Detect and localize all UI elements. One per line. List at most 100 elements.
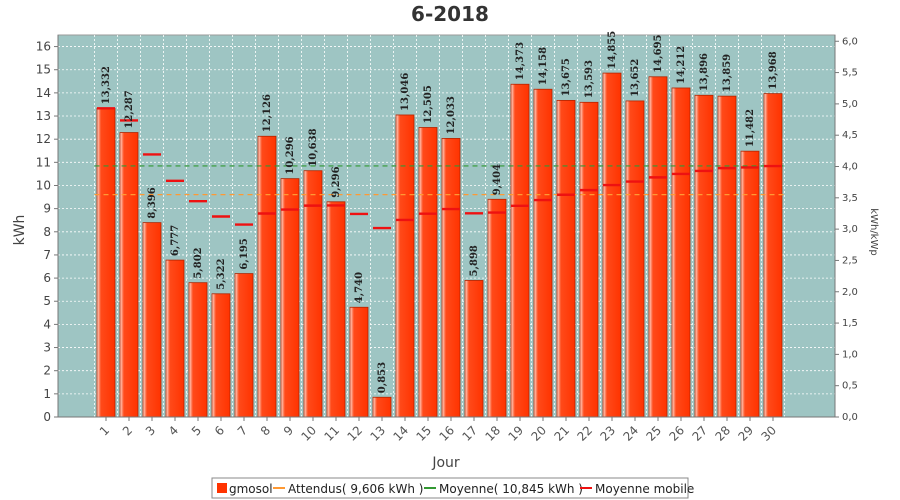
x-tick-label: 9 <box>281 423 296 438</box>
x-tick-label: 7 <box>235 423 250 438</box>
bar <box>395 114 415 418</box>
bar <box>763 93 783 418</box>
bar <box>556 100 576 418</box>
bar <box>441 138 461 418</box>
bar <box>303 170 323 418</box>
bar <box>234 273 254 418</box>
data-label: 8,396 <box>147 187 158 218</box>
data-label: 14,158 <box>538 47 549 85</box>
data-label: 12,287 <box>124 90 135 128</box>
data-label: 12,505 <box>423 85 434 123</box>
x-tick-label: 21 <box>551 423 572 444</box>
x-tick-label: 4 <box>166 423 181 438</box>
data-label: 11,482 <box>745 109 756 147</box>
x-tick-label: 23 <box>597 423 618 444</box>
bar <box>487 198 507 418</box>
data-label: 10,638 <box>308 128 319 166</box>
y-axis-title: kWh <box>12 215 28 246</box>
x-axis-title: Jour <box>431 455 460 471</box>
legend: gmosol Attendus( 9,606 kWh ) Moyenne( 10… <box>211 477 694 499</box>
x-tick-label: 14 <box>390 423 411 444</box>
data-labels: 13,332 12,287 8,396 6,777 5,802 5,322 6,195 12,… <box>101 31 779 393</box>
x-tick-label: 16 <box>436 423 457 444</box>
legend-label-moyenne-mobile: Moyenne mobile <box>595 482 694 496</box>
bar <box>694 94 714 418</box>
bar <box>349 306 369 418</box>
y2-tick-label: 6,0 <box>842 36 858 47</box>
data-label: 13,652 <box>630 59 641 97</box>
data-label: 12,126 <box>262 94 273 132</box>
data-label: 13,859 <box>722 54 733 92</box>
data-label: 14,695 <box>653 34 664 72</box>
reference-lines <box>94 107 785 230</box>
y2-tick-label: 3,0 <box>842 224 858 235</box>
x-tick-label: 18 <box>482 423 503 444</box>
data-label: 13,332 <box>101 66 112 104</box>
bar <box>188 282 208 418</box>
x-tick-label: 5 <box>189 423 204 438</box>
x-tick-label: 17 <box>459 423 480 444</box>
bar <box>96 107 116 418</box>
y2-tick-label: 1,0 <box>842 349 858 360</box>
legend-box <box>211 477 689 499</box>
data-label: 13,675 <box>561 58 572 96</box>
legend-label-gmosol: gmosol <box>229 482 273 496</box>
x-tick-label: 6 <box>212 423 227 438</box>
bar <box>533 88 553 418</box>
y2-tick-label: 5,5 <box>842 68 858 79</box>
x-tick-label: 29 <box>735 423 756 444</box>
bar <box>464 280 484 418</box>
y2-tick-label: 4,5 <box>842 130 858 141</box>
y-tick-label: 0 <box>43 410 51 424</box>
y-tick-label: 12 <box>36 132 51 146</box>
data-label: 14,373 <box>515 42 526 80</box>
y2-tick-label: 2,0 <box>842 287 858 298</box>
bar <box>372 396 392 418</box>
x-tick-label: 22 <box>574 423 595 444</box>
data-label: 5,898 <box>469 245 480 276</box>
y2-tick-label: 1,5 <box>842 318 858 329</box>
x-tick-label: 28 <box>712 423 733 444</box>
y2-tick-label: 0,0 <box>842 412 858 423</box>
bar <box>418 127 438 418</box>
data-label: 4,740 <box>354 272 365 303</box>
bar <box>579 101 599 418</box>
bar <box>280 178 300 418</box>
y-tick-label: 10 <box>36 178 51 192</box>
y-tick-label: 1 <box>43 387 51 401</box>
data-label: 13,896 <box>699 53 710 91</box>
bars <box>96 72 783 418</box>
bar <box>510 83 530 418</box>
x-tick-label: 20 <box>528 423 549 444</box>
data-label: 14,212 <box>676 46 687 84</box>
bar <box>142 222 162 418</box>
data-label: 6,195 <box>239 238 250 269</box>
y2-tick-label: 2,5 <box>842 255 858 266</box>
x-tick-label: 2 <box>120 423 135 438</box>
data-label: 13,593 <box>584 60 595 98</box>
y-tick-label: 16 <box>36 40 51 54</box>
x-tick-label: 30 <box>758 423 779 444</box>
x-tick-label: 19 <box>505 423 526 444</box>
data-label: 5,322 <box>216 258 227 289</box>
x-tick-label: 24 <box>620 423 641 444</box>
x-tick-label: 15 <box>413 423 434 444</box>
y2-axis-title: kWh/kWp <box>868 208 879 255</box>
y-tick-label: 3 <box>43 341 51 355</box>
y-tick-label: 13 <box>36 109 51 123</box>
y-tick-label: 9 <box>43 202 51 216</box>
bar <box>602 72 622 418</box>
x-tick-label: 3 <box>143 423 158 438</box>
x-tick-label: 1 <box>97 423 112 438</box>
y-tick-label: 15 <box>36 63 51 77</box>
x-tick-label: 25 <box>643 423 664 444</box>
y-tick-label: 4 <box>43 317 51 331</box>
bar <box>165 259 185 418</box>
bar <box>119 132 139 418</box>
data-label: 6,777 <box>170 225 181 256</box>
bar <box>740 150 760 418</box>
y-tick-label: 5 <box>43 294 51 308</box>
chart-title: 6-2018 <box>411 2 489 26</box>
y2-tick-label: 4,0 <box>842 162 858 173</box>
y2-tick-label: 3,5 <box>842 193 858 204</box>
